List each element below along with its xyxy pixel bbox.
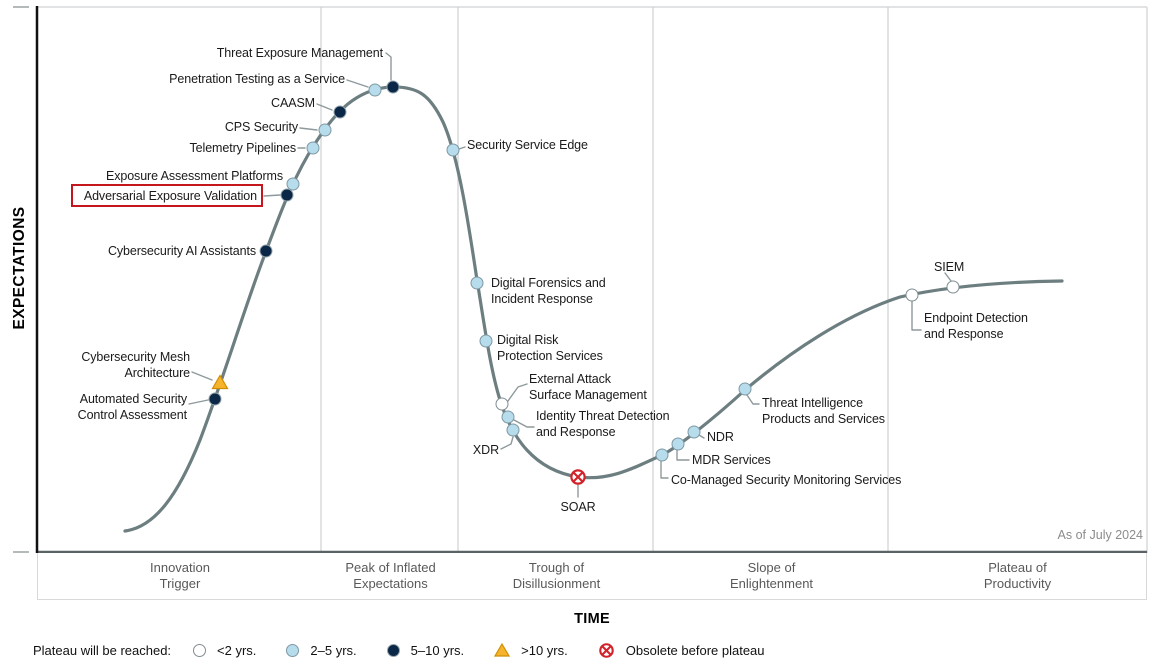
leader-lines [188,52,952,498]
navy-circle-icon [386,643,400,657]
legend-item-5-10yrs: 5–10 yrs. [386,642,465,658]
legend-item-gt10yrs: >10 yrs. [494,643,568,658]
legend-title: Plateau will be reached: [33,642,172,658]
point-threat-intelligence-products-and-services [738,382,752,396]
white-circle-icon [193,643,207,657]
point-cybersecurity-mesh-architecture [211,374,229,390]
phase-gridlines [320,7,889,560]
label-threat-intelligence-products-and-services: Threat Intelligence Products and Service… [762,396,885,426]
point-telemetry-pipelines [306,141,320,155]
label-threat-exposure-management: Threat Exposure Management [216,46,383,60]
legend-item-obsolete: Obsolete before plateau [598,642,765,659]
label-mdr-services: MDR Services [692,453,771,467]
legend-item-label: 2–5 yrs. [310,642,357,658]
phase-plateau-of-productivity: Plateau of Productivity [983,560,1052,591]
point-ndr [687,425,701,439]
point-xdr [506,423,520,437]
point-digital-forensics-and-incident-response [470,276,484,290]
as-of-date: As of July 2024 [1057,528,1143,542]
point-soar-obsolete [569,468,587,486]
point-endpoint-detection-and-response [905,288,919,302]
legend-item-lt2yrs: <2 yrs. [193,643,256,658]
label-caasm: CAASM [271,96,315,110]
label-soar: SOAR [560,500,596,514]
point-identity-threat-detection-and-response [501,410,515,424]
label-co-managed-security-monitoring-services: Co-Managed Security Monitoring Services [671,473,902,487]
label-digital-forensics-and-incident-response: Digital Forensics and Incident Response [491,276,606,306]
label-external-attack-surface-management: External Attack Surface Management [529,372,647,402]
label-digital-risk-protection-services: Digital Risk Protection Services [497,333,603,363]
point-penetration-testing-as-a-service [368,83,382,97]
phase-innovation-trigger: Innovation Trigger [150,560,210,591]
label-cybersecurity-mesh-architecture: Cybersecurity Mesh Architecture [81,350,190,380]
label-exposure-assessment-platforms: Exposure Assessment Platforms [105,169,283,183]
triangle-marker-icon [211,374,229,390]
legend-item-label: Obsolete before plateau [625,642,765,658]
label-telemetry-pipelines: Telemetry Pipelines [189,141,297,155]
legend-item-label: 5–10 yrs. [410,642,465,658]
point-cybersecurity-ai-assistants [259,244,273,258]
point-exposure-assessment-platforms [286,177,300,191]
y-axis-title: EXPECTATIONS [11,206,28,330]
label-siem: SIEM [934,260,965,274]
point-automated-security-control-assessment [208,392,222,406]
point-external-attack-surface-management [495,397,509,411]
legend: Plateau will be reached: <2 yrs. 2–5 yrs… [33,637,795,663]
label-security-service-edge: Security Service Edge [467,138,588,152]
legend-item-label: >10 yrs. [521,642,568,658]
x-axis-title: TIME [574,611,610,627]
point-cps-security [318,123,332,137]
phase-slope-of-enlightenment: Slope of Enlightenment [729,560,814,591]
point-threat-exposure-management [386,80,400,94]
label-endpoint-detection-and-response: Endpoint Detection and Response [924,311,1028,341]
point-siem [946,280,960,294]
label-cybersecurity-ai-assistants: Cybersecurity AI Assistants [107,244,256,258]
point-mdr-services [671,437,685,451]
legend-item-2-5yrs: 2–5 yrs. [286,642,357,658]
label-identity-threat-detection-and-response: Identity Threat Detection and Response [536,409,670,439]
gold-triangle-icon [494,643,511,657]
label-penetration-testing-as-a-service: Penetration Testing as a Service [169,72,345,86]
obsolete-circle-x-icon [598,642,615,659]
label-ndr: NDR [707,430,734,444]
point-caasm [333,105,347,119]
point-security-service-edge [446,143,460,157]
label-adversarial-exposure-validation: Adversarial Exposure Validation [83,188,257,203]
phase-trough-of-disillusionment: Trough of Disillusionment [512,560,601,591]
point-adversarial-exposure-validation [280,188,294,202]
label-automated-security-control-assessment: Automated Security Control Assessment [77,392,187,422]
legend-item-label: <2 yrs. [217,642,257,658]
phase-band: Innovation Trigger Peak of Inflated Expe… [37,553,1147,600]
label-xdr: XDR [472,443,499,457]
point-digital-risk-protection-services [479,334,493,348]
highlight-box-adversarial-exposure-validation: Adversarial Exposure Validation [71,184,263,207]
phase-peak-of-inflated-expectations: Peak of Inflated Expectations [345,560,436,591]
label-cps-security: CPS Security [224,120,298,134]
lightblue-circle-icon [286,643,300,657]
point-co-managed-security-monitoring-services [655,448,669,462]
obsolete-marker-icon [570,469,586,485]
